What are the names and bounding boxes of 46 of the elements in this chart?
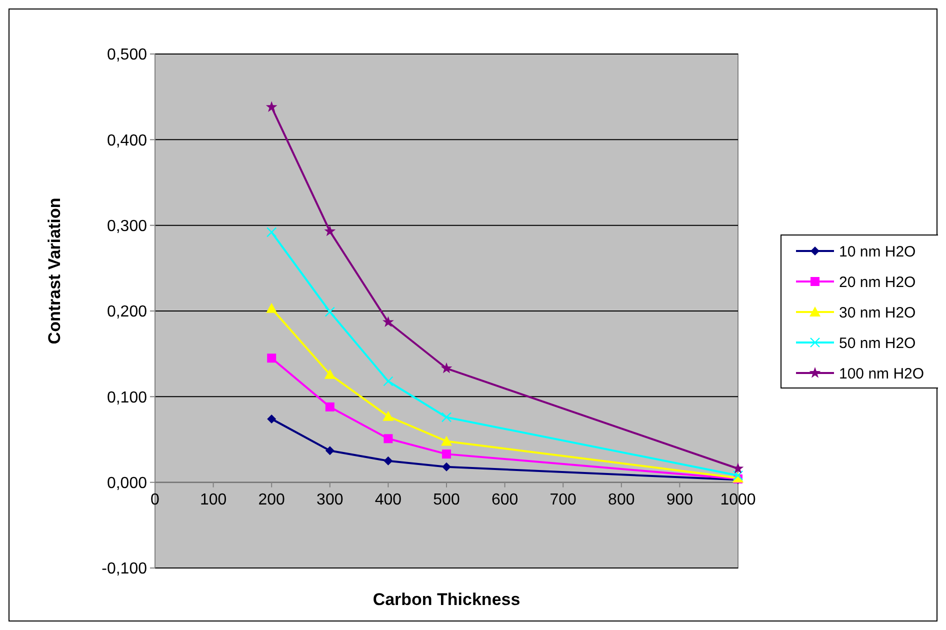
point — [266, 101, 278, 112]
x-tick-label: 1000 — [720, 491, 756, 508]
x-tick-label: 300 — [316, 491, 344, 508]
legend-label: 50 nm H2O — [839, 334, 916, 352]
legend-label: 30 nm H2O — [839, 304, 916, 322]
point — [324, 306, 335, 317]
point — [325, 402, 334, 412]
y-tick-label: 0,300 — [106, 218, 148, 235]
point — [384, 434, 393, 444]
legend-label: 100 nm H2O — [839, 365, 924, 382]
point — [382, 316, 394, 327]
point — [324, 225, 336, 236]
point — [267, 414, 276, 424]
y-tick-label: -0,100 — [102, 560, 148, 578]
x-tick-label: 400 — [374, 491, 402, 508]
point — [442, 450, 451, 459]
x-axis-title: Carbon Thickness — [372, 590, 520, 609]
point — [324, 368, 336, 379]
point — [442, 462, 451, 472]
x-tick-label: 0 — [150, 491, 160, 508]
point — [382, 410, 394, 421]
point — [267, 354, 276, 363]
x-tick-label: 200 — [258, 491, 286, 508]
point — [384, 456, 393, 466]
x-tick-label: 900 — [666, 491, 694, 508]
y-tick-label: 0,500 — [106, 46, 148, 64]
y-tick-label: 0,200 — [106, 304, 148, 321]
y-tick-label: 0,000 — [106, 474, 148, 492]
x-tick-label: 800 — [608, 491, 635, 508]
point — [266, 302, 278, 313]
x-tick-label: 100 — [200, 491, 227, 508]
point — [441, 412, 452, 422]
point — [732, 470, 744, 481]
y-tick-label: 0,100 — [106, 389, 148, 406]
legend-label: 20 nm H2O — [839, 274, 916, 291]
point — [325, 446, 334, 456]
legend-label: 10 nm H2O — [839, 243, 916, 260]
y-tick-label: 0,400 — [106, 132, 148, 150]
x-tick-label: 500 — [433, 491, 460, 508]
x-tick-label: 600 — [491, 491, 518, 508]
point — [266, 227, 277, 238]
point — [440, 362, 452, 374]
y-axis-title: Contrast Variation — [45, 198, 64, 344]
x-tick-label: 700 — [550, 491, 577, 508]
point — [441, 436, 452, 446]
point — [383, 376, 394, 386]
